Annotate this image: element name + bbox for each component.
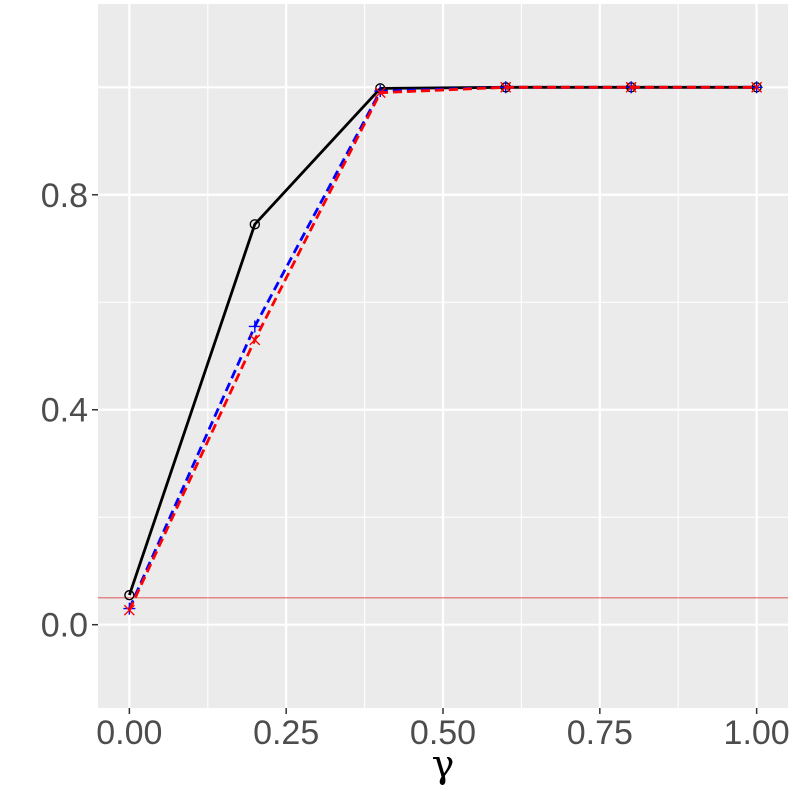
data-point bbox=[625, 81, 637, 93]
series-layer bbox=[123, 81, 763, 616]
x-tick-label: 1.00 bbox=[724, 714, 790, 752]
data-point bbox=[248, 320, 261, 333]
data-point bbox=[500, 81, 512, 93]
major-grid bbox=[98, 4, 788, 708]
x-axis-title: γ bbox=[432, 742, 455, 786]
x-tick-label: 0.25 bbox=[253, 714, 319, 752]
data-point bbox=[374, 85, 387, 98]
series-line bbox=[128, 85, 757, 611]
data-point bbox=[249, 219, 261, 230]
data-point bbox=[123, 604, 135, 616]
data-point bbox=[249, 334, 261, 346]
series-2 bbox=[123, 81, 763, 616]
y-tick-label: 0.4 bbox=[41, 392, 88, 430]
x-tick-labels: 0.00 0.25 0.50 0.75 1.00 bbox=[96, 714, 789, 752]
tick-marks bbox=[92, 194, 758, 714]
data-point bbox=[374, 87, 386, 99]
y-tick-labels: 0.0 0.4 0.8 bbox=[41, 177, 88, 645]
y-tick-label: 0.8 bbox=[41, 177, 88, 215]
x-tick-label: 0.50 bbox=[410, 714, 476, 752]
x-tick-label: 0.00 bbox=[96, 714, 162, 752]
x-tick-label: 0.75 bbox=[567, 714, 633, 752]
y-tick-label: 0.0 bbox=[41, 607, 88, 645]
data-point bbox=[751, 81, 763, 93]
